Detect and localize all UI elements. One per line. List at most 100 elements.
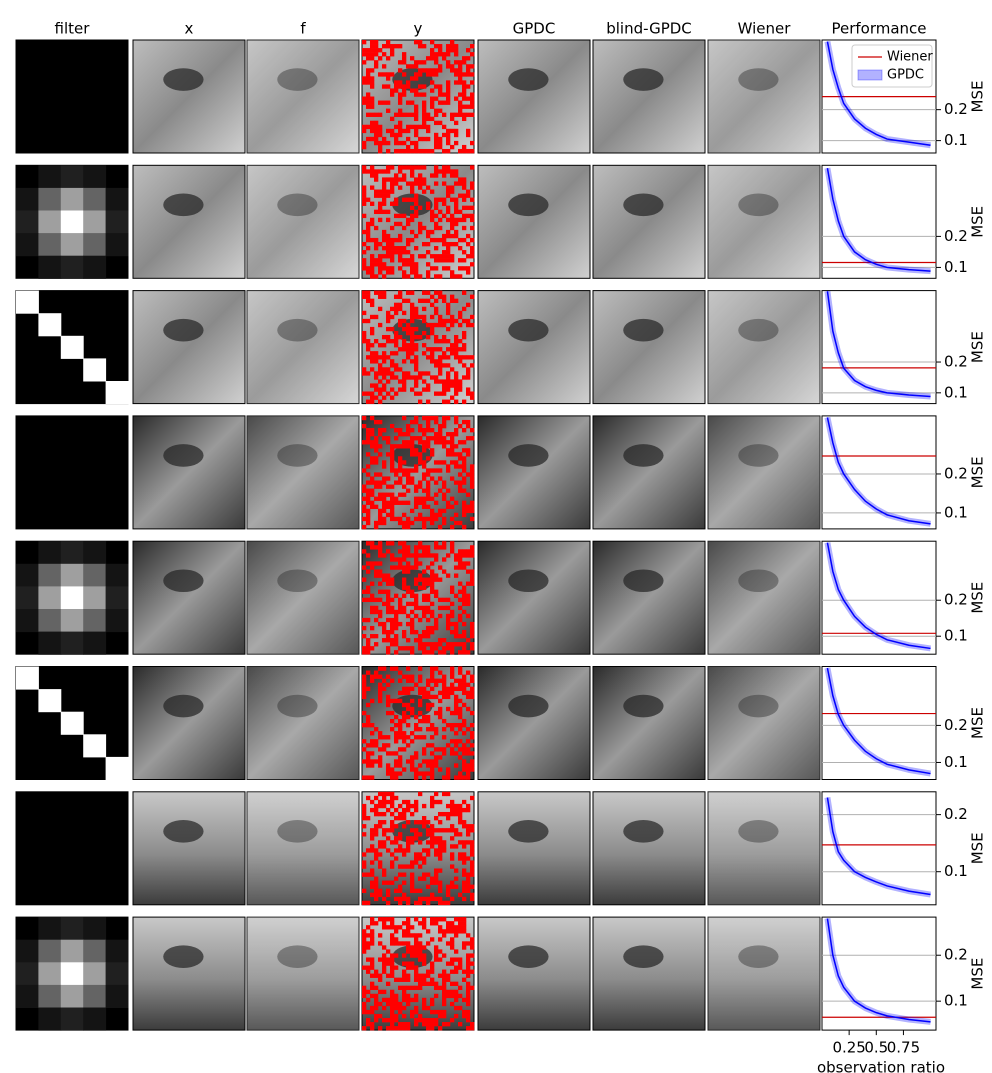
masked-pixel xyxy=(442,993,447,999)
masked-pixel xyxy=(370,957,375,962)
masked-pixel xyxy=(418,977,423,982)
masked-pixel xyxy=(458,840,463,845)
masked-pixel xyxy=(430,896,435,902)
masked-pixel xyxy=(370,44,375,49)
masked-pixel xyxy=(462,860,467,865)
masked-pixel xyxy=(402,415,407,421)
masked-pixel xyxy=(454,807,459,813)
masked-pixel xyxy=(430,217,435,223)
masked-pixel xyxy=(422,254,427,259)
masked-pixel xyxy=(422,585,427,590)
masked-pixel xyxy=(410,828,415,833)
masked-pixel xyxy=(402,165,407,170)
masked-pixel xyxy=(410,140,415,146)
masked-pixel xyxy=(362,339,367,344)
masked-pixel xyxy=(454,520,459,526)
masked-pixel xyxy=(418,702,423,708)
masked-pixel xyxy=(418,710,423,716)
image-panel xyxy=(477,916,591,1031)
masked-pixel xyxy=(442,213,447,219)
masked-pixel xyxy=(470,735,475,740)
masked-pixel xyxy=(374,1005,379,1011)
masked-pixel xyxy=(386,836,391,841)
masked-pixel xyxy=(374,824,379,829)
masked-pixel xyxy=(462,88,467,93)
masked-pixel xyxy=(458,193,463,198)
masked-pixel xyxy=(426,969,431,974)
masked-pixel xyxy=(470,884,475,889)
masked-pixel xyxy=(462,104,467,109)
masked-pixel xyxy=(446,621,451,627)
masked-pixel xyxy=(458,64,463,69)
filter-cell xyxy=(38,313,62,337)
masked-pixel xyxy=(462,723,467,728)
masked-pixel xyxy=(386,957,391,962)
masked-pixel xyxy=(462,508,467,514)
masked-pixel xyxy=(406,258,411,263)
masked-pixel xyxy=(454,351,459,356)
masked-pixel xyxy=(446,205,451,210)
masked-pixel xyxy=(374,642,379,647)
masked-pixel xyxy=(426,771,431,776)
masked-pixel xyxy=(426,456,431,461)
masked-pixel xyxy=(430,213,435,219)
masked-pixel xyxy=(446,132,451,138)
masked-pixel xyxy=(434,921,439,926)
masked-pixel xyxy=(390,605,395,611)
masked-pixel xyxy=(442,1009,447,1015)
masked-pixel xyxy=(390,371,395,376)
masked-pixel xyxy=(394,173,399,178)
masked-pixel xyxy=(458,1022,463,1027)
masked-pixel xyxy=(366,848,371,853)
masked-pixel xyxy=(386,763,391,768)
masked-pixel xyxy=(438,136,443,142)
masked-pixel xyxy=(406,601,411,607)
masked-pixel xyxy=(374,448,379,453)
masked-pixel xyxy=(414,545,419,550)
masked-pixel xyxy=(422,306,427,312)
masked-pixel xyxy=(454,355,459,360)
masked-pixel xyxy=(422,100,427,105)
masked-pixel xyxy=(402,250,407,255)
masked-pixel xyxy=(370,961,375,966)
masked-pixel xyxy=(466,581,471,586)
masked-pixel xyxy=(418,981,423,987)
masked-pixel xyxy=(410,646,415,651)
masked-pixel xyxy=(450,957,455,962)
masked-pixel xyxy=(466,747,471,752)
masked-pixel xyxy=(386,266,391,271)
masked-pixel xyxy=(462,290,467,295)
masked-pixel xyxy=(426,290,431,295)
masked-pixel xyxy=(406,993,411,999)
masked-pixel xyxy=(462,621,467,627)
masked-pixel xyxy=(418,173,423,178)
masked-pixel xyxy=(406,589,411,594)
masked-pixel xyxy=(418,864,423,869)
masked-pixel xyxy=(426,820,431,825)
masked-pixel xyxy=(394,84,399,89)
masked-pixel xyxy=(442,646,447,651)
masked-pixel xyxy=(410,237,415,243)
masked-pixel xyxy=(394,565,399,570)
masked-pixel xyxy=(386,367,391,372)
masked-pixel xyxy=(458,803,463,809)
masked-pixel xyxy=(382,601,387,607)
masked-pixel xyxy=(418,44,423,49)
masked-pixel xyxy=(362,1026,367,1031)
masked-pixel xyxy=(466,504,471,510)
masked-pixel xyxy=(446,597,451,603)
masked-pixel xyxy=(470,759,475,764)
masked-pixel xyxy=(446,888,451,893)
masked-pixel xyxy=(402,310,407,316)
masked-pixel xyxy=(450,925,455,930)
masked-pixel xyxy=(450,185,455,190)
masked-pixel xyxy=(422,945,427,950)
masked-pixel xyxy=(438,512,443,518)
masked-pixel xyxy=(434,625,439,631)
masked-pixel xyxy=(450,666,455,671)
masked-pixel xyxy=(390,464,395,469)
masked-pixel xyxy=(434,322,439,328)
masked-pixel xyxy=(390,642,395,647)
masked-pixel xyxy=(442,981,447,987)
masked-pixel xyxy=(402,88,407,93)
